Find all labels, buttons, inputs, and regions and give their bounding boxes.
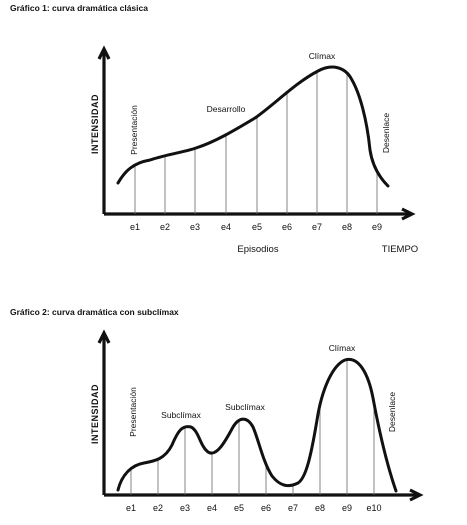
chart-1-desenlace-label: Desenlace xyxy=(381,113,391,153)
chart-1-tick-label: e1 xyxy=(130,222,140,232)
chart-1-episode-lines xyxy=(134,67,378,214)
chart-1-tick-label: e4 xyxy=(221,222,231,232)
chart-1-dramatic-curve xyxy=(116,65,390,188)
chart-2-tick-label: e1 xyxy=(126,503,136,513)
chart-1-tick-label: e3 xyxy=(190,222,200,232)
chart-2-tick-label: e7 xyxy=(288,503,298,513)
chart-1: INTENSIDAD e1 e2 e3 e4 e5 e6 e7 e8 e9 Ep… xyxy=(90,45,418,255)
chart-2-episode-ticks: e1 e2 e3 e4 e5 e6 e7 e8 e9 e10 xyxy=(126,503,382,513)
chart-2: INTENSIDAD e1 e2 e3 e4 e5 e6 e7 e8 e9 e1… xyxy=(90,329,424,513)
chart-1-x-axis-label: Episodios xyxy=(237,244,278,255)
chart-1-tick-label: e6 xyxy=(282,222,292,232)
chart-1-presentacion-label: Presentación xyxy=(129,105,139,155)
chart-1-y-arrow-icon xyxy=(97,45,111,60)
chart-2-tick-label: e4 xyxy=(207,503,217,513)
chart-2-y-axis-label: INTENSIDAD xyxy=(90,384,100,444)
chart-2-tick-label: e8 xyxy=(315,503,325,513)
chart-1-x-arrow-icon xyxy=(401,207,416,221)
chart-1-tick-label: e2 xyxy=(160,222,170,232)
chart-2-presentacion-label: Presentación xyxy=(128,387,138,437)
chart-1-title: Gráfico 1: curva dramática clásica xyxy=(10,3,148,13)
chart-1-episode-ticks: e1 e2 e3 e4 e5 e6 e7 e8 e9 xyxy=(130,222,382,232)
chart-1-time-label: TIEMPO xyxy=(382,244,418,255)
chart-2-y-arrow-icon xyxy=(97,329,111,344)
chart-2-tick-label: e3 xyxy=(180,503,190,513)
chart-1-tick-label: e8 xyxy=(342,222,352,232)
chart-1-y-axis-label: INTENSIDAD xyxy=(90,94,100,154)
chart-1-tick-label: e9 xyxy=(372,222,382,232)
chart-2-desenlace-label: Desenlace xyxy=(387,392,397,432)
chart-2-tick-label: e6 xyxy=(261,503,271,513)
chart-2-subclimax-2-label: Subclímax xyxy=(225,402,265,412)
chart-1-desarrollo-label: Desarrollo xyxy=(207,104,246,114)
chart-2-tick-label: e9 xyxy=(342,503,352,513)
chart-2-x-arrow-icon xyxy=(409,488,424,502)
chart-2-tick-label: e2 xyxy=(153,503,163,513)
chart-2-climax-label: Clímax xyxy=(329,343,356,353)
chart-2-tick-label: e5 xyxy=(234,503,244,513)
chart-1-tick-label: e5 xyxy=(252,222,262,232)
chart-2-dramatic-curve xyxy=(116,357,398,493)
chart-1-tick-label: e7 xyxy=(312,222,322,232)
chart-2-subclimax-1-label: Subclímax xyxy=(161,410,201,420)
chart-1-climax-label: Clímax xyxy=(309,51,336,61)
chart-2-title: Gráfico 2: curva dramática con subclímax xyxy=(10,307,179,317)
chart-2-tick-label: e10 xyxy=(366,503,381,513)
